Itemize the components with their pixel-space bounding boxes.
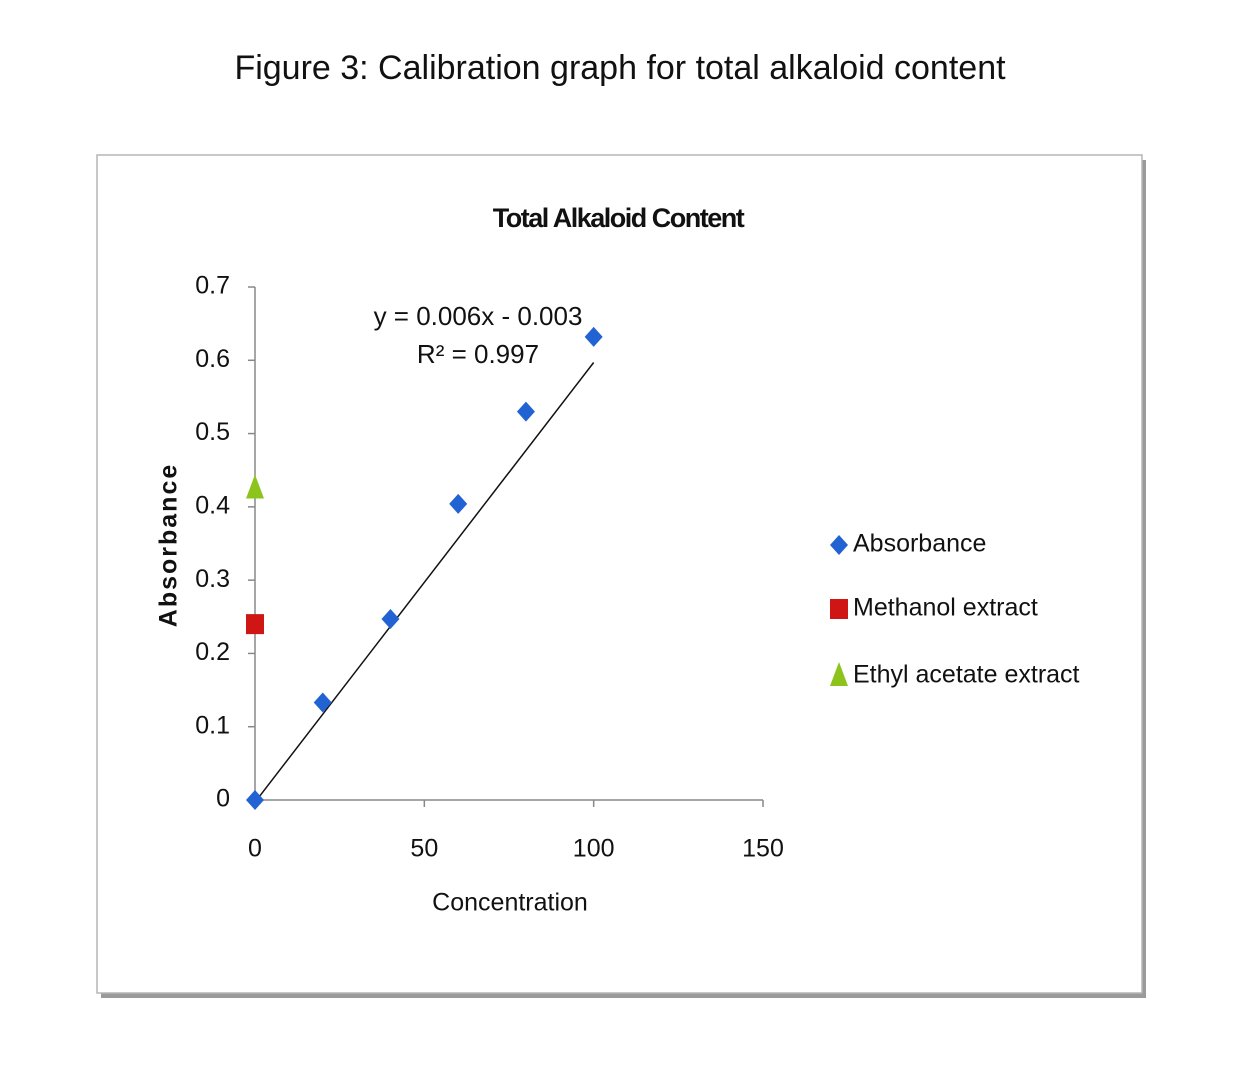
point: [246, 790, 264, 810]
trendline-equation: y = 0.006x - 0.003: [374, 301, 583, 331]
legend-label: Methanol extract: [853, 594, 1038, 622]
point: [381, 608, 400, 629]
y-tick-label: 0.3: [195, 565, 230, 593]
x-tick-label: 100: [573, 835, 615, 863]
point: [516, 401, 535, 422]
trendline: [254, 362, 595, 803]
y-axis-label: Absorbance: [155, 463, 183, 627]
legend-marker: [830, 599, 848, 619]
x-tick-label: 150: [742, 835, 784, 863]
x-axis-label: Concentration: [432, 889, 588, 917]
x-tick-label: 50: [410, 835, 438, 863]
legend-label: Absorbance: [853, 530, 986, 558]
y-tick-label: 0.4: [195, 491, 230, 519]
chart-title: Total Alkaloid Content: [493, 203, 745, 233]
y-tick-label: 0: [216, 785, 230, 813]
point: [246, 614, 264, 635]
point: [449, 493, 468, 514]
legend-marker: [830, 662, 848, 686]
chart-frame: [96, 154, 1143, 994]
legend-label: Ethyl acetate extract: [853, 661, 1080, 689]
y-tick-label: 0.5: [195, 418, 230, 446]
figure-caption: Figure 3: Calibration graph for total al…: [234, 49, 1006, 87]
x-tick-label: 0: [248, 835, 262, 863]
trendline-r-squared: R² = 0.997: [417, 339, 539, 369]
point: [313, 692, 332, 713]
point: [246, 474, 264, 499]
y-tick-label: 0.2: [195, 638, 230, 666]
y-tick-label: 0.7: [195, 272, 230, 300]
y-tick-label: 0.1: [195, 711, 230, 739]
point: [584, 326, 603, 347]
y-tick-label: 0.6: [195, 345, 230, 373]
legend-marker: [830, 535, 848, 555]
